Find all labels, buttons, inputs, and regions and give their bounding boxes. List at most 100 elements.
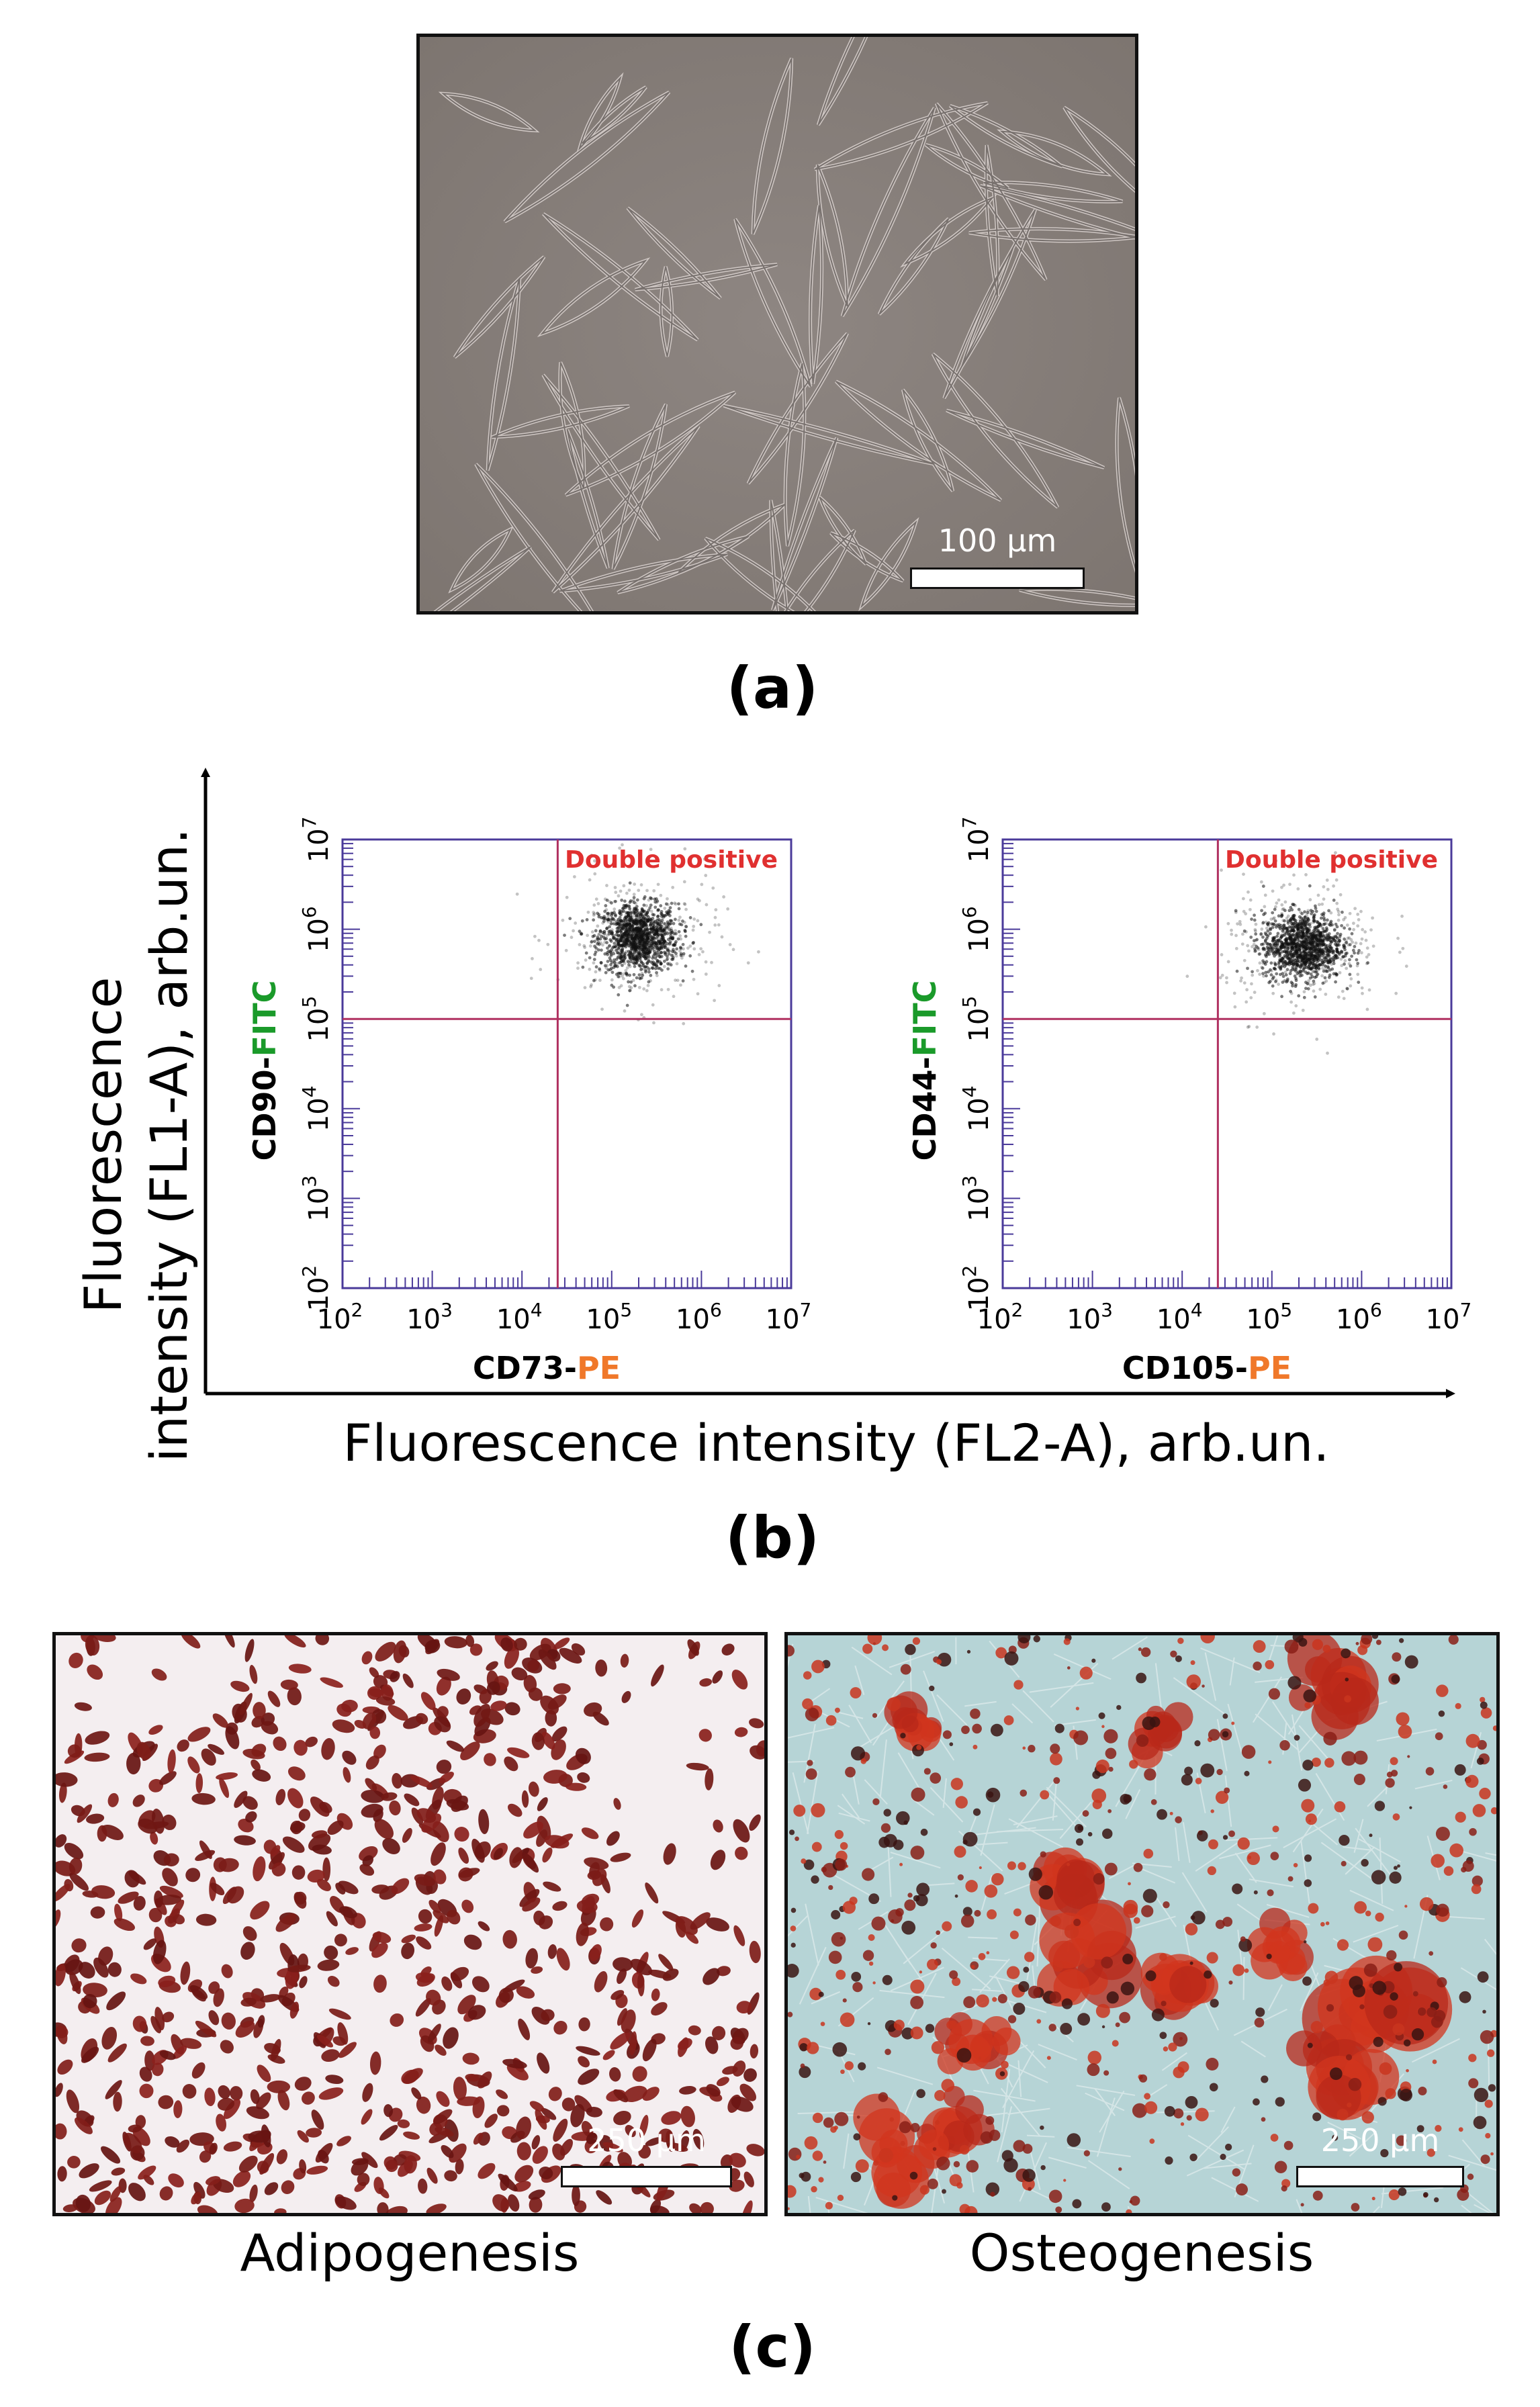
adipocyte [173, 1914, 185, 1925]
scatter-point [1325, 918, 1329, 922]
scatter-point [633, 882, 637, 886]
adipocyte [416, 1808, 437, 1823]
mineral-nodule [1459, 1991, 1471, 2003]
scatter-point [1292, 921, 1296, 925]
adipocyte [523, 1675, 537, 1692]
adipocyte [746, 2144, 764, 2156]
scatter-point [1332, 962, 1336, 966]
scatter-point [713, 999, 717, 1003]
scatter-point [643, 917, 647, 921]
adipocyte [441, 2144, 454, 2159]
adipocyte [152, 1940, 167, 1964]
mineral-nodule [1159, 2032, 1167, 2040]
mineral-nodule [936, 1930, 941, 1936]
adipocyte [492, 2194, 510, 2212]
scatter-point [671, 956, 675, 960]
scatter-point [1317, 967, 1321, 971]
scatter-point [666, 942, 670, 946]
scatter-point [1306, 911, 1310, 915]
mineral-nodule [1141, 1905, 1154, 1917]
mineral-deposit [1070, 1903, 1127, 1960]
adipocyte [596, 2190, 613, 2205]
adipocyte [328, 2008, 351, 2020]
adipocyte [533, 1910, 545, 1926]
scatter-point [682, 1021, 686, 1026]
adipocyte [565, 1782, 587, 1791]
scatter-point [1292, 942, 1296, 946]
mineral-nodule [1476, 1757, 1484, 1765]
adipocyte [132, 1795, 145, 1807]
mineral-nodule [956, 2048, 972, 2063]
scatter-point [1365, 955, 1369, 959]
scatter-point [1342, 917, 1346, 921]
scatter-point [1349, 977, 1353, 981]
adipocyte [729, 2152, 746, 2168]
scatter-point [1334, 851, 1337, 855]
scatter-point [592, 958, 596, 962]
adipocyte [576, 1922, 589, 1946]
fiber [923, 1670, 944, 1722]
scatter-point [1292, 917, 1296, 921]
scatter-point [634, 946, 638, 950]
scatter-point [1314, 907, 1318, 910]
adipocyte [101, 2026, 118, 2050]
scatter-point [662, 915, 666, 919]
mineral-nodule [862, 1950, 874, 1961]
mineral-nodule [1001, 2060, 1009, 2069]
mineral-nodule [1435, 1732, 1443, 1741]
adipocyte [606, 1831, 620, 1846]
scatter-point [636, 955, 639, 958]
adipocyte [253, 1856, 266, 1882]
scatter-point [1400, 914, 1404, 918]
scatter-point [609, 963, 613, 966]
scatter-point [1304, 956, 1308, 960]
mineral-nodule [992, 1997, 997, 2002]
adipocyte [690, 1912, 711, 1930]
scatter-point [690, 969, 694, 973]
mineral-nodule [1124, 1799, 1128, 1803]
adipocyte [576, 1899, 598, 1913]
fiber [788, 1727, 835, 1739]
scatter-point [1253, 913, 1257, 917]
scatter-point [1323, 976, 1327, 980]
scatter-point [601, 921, 605, 925]
mineral-nodule [1406, 2069, 1409, 2073]
mineral-nodule [882, 1644, 889, 1651]
mineral-nodule [818, 1991, 824, 1997]
fiber [1022, 1690, 1054, 1723]
mineral-nodule [1396, 2135, 1407, 2146]
adipocyte [138, 2165, 156, 2180]
scatter-point [598, 937, 602, 941]
scatter-point [609, 953, 613, 957]
scatter-point [604, 904, 608, 907]
scatter-point [605, 951, 609, 955]
scatter-point [1291, 984, 1294, 988]
scatter-point [621, 960, 625, 964]
cell-body [999, 130, 1109, 175]
scatter-point [1289, 929, 1294, 933]
mineral-nodule [1244, 1770, 1250, 1776]
mineral-nodule [850, 1746, 866, 1761]
scatter-point [1274, 925, 1278, 929]
scatter-point [697, 952, 701, 956]
scatter-point [652, 1021, 655, 1025]
scatter-point [1271, 977, 1275, 981]
mineral-nodule [1244, 1968, 1249, 1973]
scatter-point [1295, 952, 1299, 956]
scatter-point [669, 963, 673, 967]
adipocyte [537, 1797, 548, 1811]
y-tick-label: 107 [958, 817, 995, 863]
mineral-nodule [1120, 1981, 1135, 1996]
scatter-point [1302, 920, 1306, 924]
adipocyte [705, 1768, 714, 1790]
scatter-point [1332, 884, 1335, 888]
adipocyte [71, 1938, 87, 1953]
cell-body [814, 102, 989, 171]
mineral-nodule [1209, 2083, 1218, 2092]
scatter-point [625, 950, 629, 954]
scatter-point [671, 886, 675, 889]
scatter-point [613, 913, 617, 917]
fiber [887, 1845, 892, 1897]
scatter-point [1336, 932, 1339, 936]
mineral-nodule [913, 1895, 920, 1902]
